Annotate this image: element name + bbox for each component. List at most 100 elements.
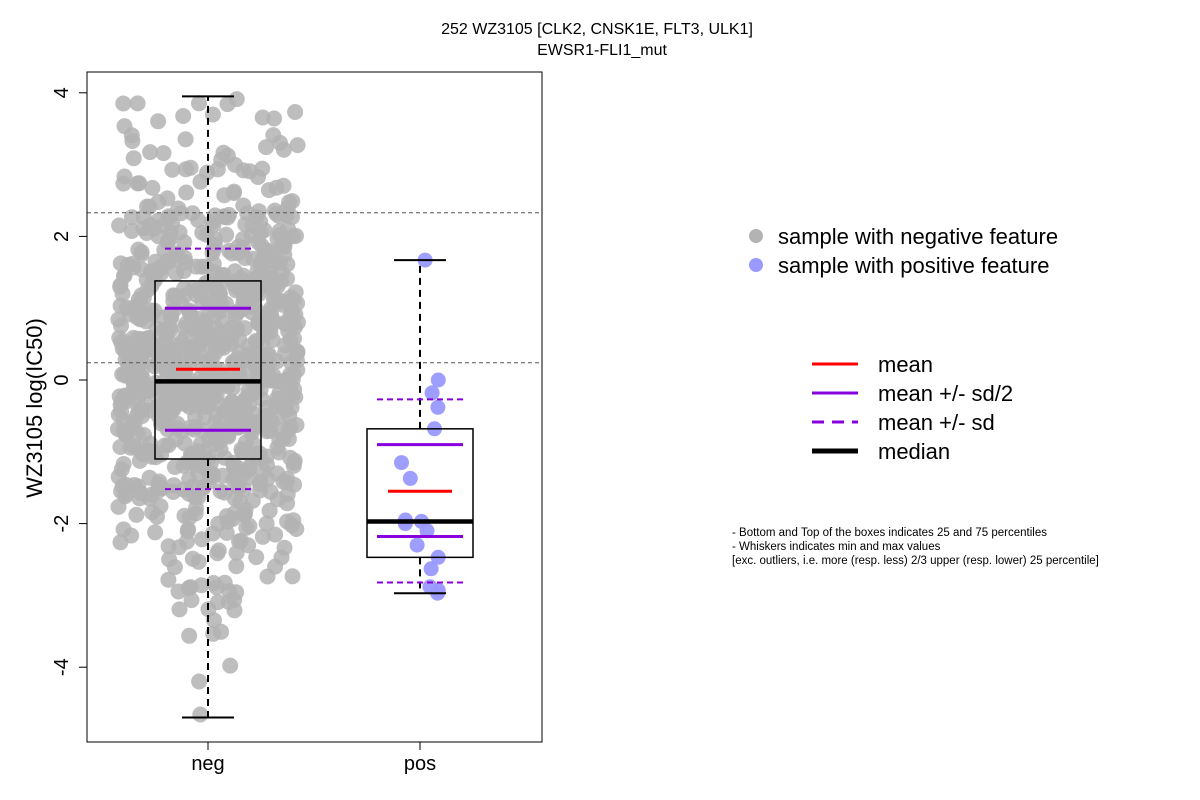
neg-point — [284, 193, 301, 210]
legend-point-swatch — [749, 258, 763, 272]
neg-point — [210, 542, 227, 559]
neg-point — [176, 287, 193, 304]
neg-point — [225, 454, 241, 471]
neg-point — [171, 601, 188, 618]
neg-point — [141, 198, 158, 215]
neg-point — [237, 250, 254, 266]
neg-point — [160, 208, 177, 225]
neg-point — [118, 476, 135, 493]
neg-point — [167, 341, 184, 358]
neg-point — [191, 324, 208, 341]
neg-point — [158, 325, 175, 342]
neg-point — [282, 378, 299, 395]
neg-point — [206, 612, 222, 629]
neg-point — [147, 524, 164, 541]
neg-point — [241, 163, 258, 180]
note-line: - Whiskers indicates min and max values — [732, 541, 941, 553]
neg-point — [177, 161, 194, 178]
note-line: - Bottom and Top of the boxes indicates … — [732, 527, 1047, 539]
neg-point — [222, 657, 239, 674]
pos-point — [430, 399, 446, 415]
neg-point — [115, 422, 132, 439]
pos-box-group — [366, 259, 474, 595]
neg-point — [124, 133, 141, 149]
neg-point — [164, 161, 181, 178]
neg-point — [261, 422, 278, 439]
y-axis: -4 -2 0 2 4 — [51, 87, 87, 676]
neg-point — [287, 104, 304, 120]
neg-point — [199, 352, 216, 369]
neg-point — [261, 502, 278, 519]
neg-point — [219, 96, 236, 113]
neg-point — [276, 232, 293, 249]
neg-point — [264, 332, 281, 348]
neg-point — [221, 242, 238, 259]
neg-point — [161, 551, 178, 568]
neg-point — [281, 408, 298, 425]
neg-point — [240, 537, 257, 554]
neg-point — [150, 113, 167, 130]
neg-point — [209, 594, 226, 611]
neg-point — [289, 137, 306, 154]
neg-point — [125, 150, 142, 167]
neg-point — [124, 255, 141, 272]
neg-point — [152, 498, 169, 515]
neg-point — [286, 476, 303, 493]
neg-point — [127, 298, 144, 315]
y-tick-label: -4 — [51, 658, 73, 676]
neg-point — [111, 217, 128, 234]
neg-point — [267, 526, 284, 543]
neg-point — [214, 267, 231, 284]
neg-point — [250, 315, 267, 332]
neg-point — [236, 506, 253, 523]
neg-point — [288, 343, 305, 360]
neg-point — [284, 209, 300, 226]
neg-point — [134, 401, 151, 418]
neg-point — [231, 354, 248, 371]
neg-point — [125, 329, 142, 346]
legend-point-swatch — [749, 229, 763, 243]
neg-point — [228, 544, 245, 561]
neg-point — [228, 320, 245, 337]
neg-point — [129, 175, 146, 192]
neg-point — [181, 627, 198, 644]
line-legend: mean mean +/- sd/2 mean +/- sd median — [812, 352, 1013, 464]
neg-point — [203, 454, 219, 471]
neg-point — [175, 108, 192, 124]
neg-point — [254, 160, 271, 177]
iqr-box — [154, 280, 262, 460]
neg-point — [216, 484, 233, 501]
neg-point — [201, 430, 218, 447]
neg-point — [264, 282, 280, 299]
neg-point — [113, 317, 129, 334]
neg-point — [178, 315, 195, 332]
neg-point — [171, 224, 188, 241]
neg-point — [233, 441, 250, 458]
neg-point — [210, 515, 227, 532]
neg-point — [190, 553, 207, 570]
neg-point — [199, 274, 216, 291]
neg-point — [183, 592, 200, 609]
neg-point — [208, 579, 225, 596]
neg-point — [241, 397, 258, 414]
neg-point — [265, 313, 282, 330]
neg-point — [191, 95, 207, 112]
pos-point — [402, 470, 418, 486]
neg-point — [114, 285, 131, 302]
neg-point — [144, 274, 161, 291]
neg-point — [176, 263, 192, 279]
neg-point — [260, 346, 277, 363]
y-tick-label: 4 — [51, 87, 73, 98]
neg-point — [228, 558, 245, 575]
neg-point — [158, 362, 175, 379]
neg-point — [235, 197, 252, 214]
neg-point — [155, 145, 172, 162]
pos-point — [409, 537, 425, 553]
chart-title-line1: 252 WZ3105 [CLK2, CNSK1E, FLT3, ULK1] — [441, 21, 753, 38]
y-tick-label: -2 — [51, 515, 73, 533]
neg-point — [269, 439, 286, 456]
neg-point — [279, 513, 296, 530]
x-axis: neg pos — [191, 742, 436, 775]
legend-point-label: sample with positive feature — [778, 253, 1049, 278]
